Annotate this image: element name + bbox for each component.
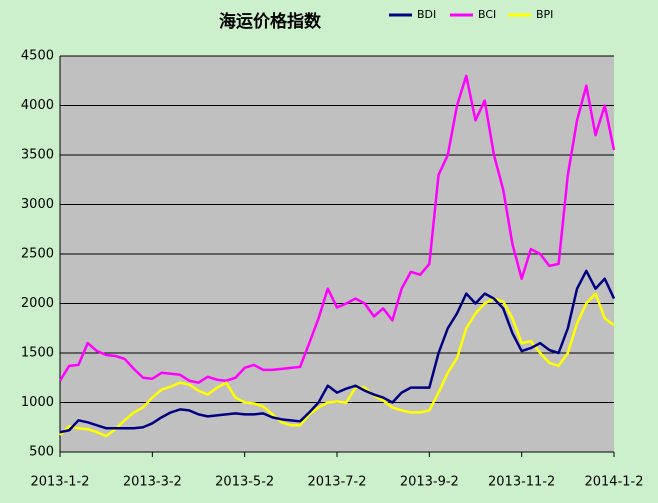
- legend-label: BCI: [478, 8, 496, 21]
- legend-label: BPI: [536, 8, 553, 21]
- series-line: [59, 292, 615, 438]
- y-tick-label: 4000: [21, 98, 54, 113]
- y-tick-label: 3000: [21, 197, 54, 212]
- y-tick-label: 2500: [21, 247, 54, 262]
- x-tick-label: 2013-9-2: [400, 475, 459, 490]
- legend-label: BDI: [417, 8, 436, 21]
- y-tick-label: 500: [29, 445, 54, 460]
- chart-title: 海运价格指数: [219, 11, 322, 32]
- x-tick-label: 2014-1-2: [584, 475, 643, 490]
- x-tick-label: 2013-1-2: [30, 475, 89, 490]
- series-line: [59, 269, 616, 434]
- x-tick-label: 2013-3-2: [123, 475, 182, 490]
- x-tick-label: 2013-7-2: [307, 475, 366, 490]
- y-tick-label: 4500: [21, 49, 54, 64]
- y-tick-label: 1500: [21, 346, 54, 361]
- y-tick-label: 1000: [21, 395, 54, 410]
- x-tick-label: 2013-11-2: [488, 475, 555, 490]
- y-tick-label: 2000: [21, 296, 54, 311]
- series-line: [58, 74, 616, 384]
- y-tick-label: 3500: [21, 148, 54, 163]
- x-tick-label: 2013-5-2: [215, 475, 274, 490]
